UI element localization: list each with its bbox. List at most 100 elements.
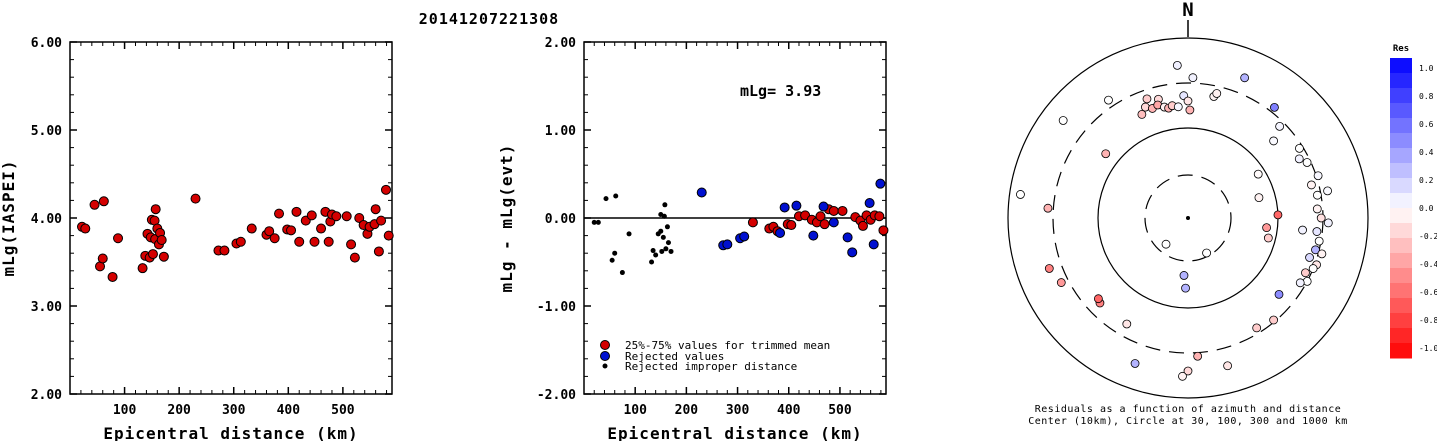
station-point [1173,102,1183,112]
data-point [349,252,360,263]
y-tick-label: 5.00 [31,124,62,139]
data-point [663,246,669,252]
colorbar-tick-label: -1.0 [1419,344,1437,353]
circle-30km [1144,174,1232,262]
station-point [1313,190,1322,200]
x-tick-label: 500 [331,403,355,418]
plot2-ylabel: mLg - mLg(evt) [497,144,516,293]
data-point [137,263,148,274]
data-point [661,213,667,219]
data-point [274,208,285,219]
data-point [603,196,609,202]
plot2-xlabel: Epicentral distance (km) [607,424,862,441]
station-point [1294,154,1304,164]
x-tick-label: 100 [623,403,647,418]
legend-trimmed-mean-label: 25%-75% values for trimmed mean [625,339,830,352]
station-point [1130,359,1140,368]
station-point [1263,233,1273,243]
data-point [660,234,666,240]
data-point [89,199,100,210]
station-point [1093,294,1103,304]
plot1-xlabel: Epicentral distance (km) [103,424,358,441]
station-point [1223,361,1232,371]
station-point [1301,268,1310,278]
circle-1000km [1007,37,1369,399]
data-point [80,223,91,234]
colorbar-tick-label: 0.4 [1419,148,1434,157]
colorbar-block [1390,283,1412,299]
colorbar-block [1390,163,1412,179]
mlg-annotation: mLg= 3.93 [740,82,821,100]
station-point [1308,264,1318,273]
data-point [309,236,320,247]
station-point [1295,143,1304,153]
data-point [819,219,830,230]
colorbar-block [1390,253,1412,269]
data-point [331,211,342,222]
data-point [294,236,305,247]
magnitude-vs-distance-plot: 2.00 3.00 4.00 5.00 6.00 100 200 300 400 500 Epic… [0,36,394,441]
x-tick-label: 100 [113,403,137,418]
station-point [1313,171,1323,181]
data-point [874,211,885,222]
residual-colorbar: Res 1.0 0.8 0.6 0.4 0.2 0.0 -0.2 -0.4 -0.6 -0.8 -1… [1390,44,1437,359]
x-tick-label: 400 [277,403,301,418]
station-point [1316,213,1326,223]
station-point [1254,193,1264,203]
station-point [1104,95,1113,105]
data-point [107,271,118,282]
station-point [1274,289,1284,299]
station-point [1307,180,1316,190]
colorbar-block [1390,268,1412,284]
station-point [1181,283,1190,293]
station-point [1269,136,1279,146]
station-point [1269,315,1279,325]
colorbar-block [1390,118,1412,134]
data-point [97,253,108,264]
station-point [1298,225,1307,235]
data-point [591,219,597,225]
station-point [1212,89,1222,98]
station-point [1183,366,1193,376]
plot1-ylabel: mLg(IASPEI) [0,160,18,277]
colorbar-tick-label: 1.0 [1419,64,1434,73]
colorbar-block [1390,343,1412,359]
y-tick-label: 3.00 [31,300,62,315]
station-point [1311,245,1320,255]
data-point [828,205,839,216]
data-point [847,247,858,258]
colorbar-block [1390,328,1412,344]
colorbar-block [1390,88,1412,104]
colorbar-block [1390,58,1412,74]
data-point [815,211,826,222]
polar-points [1016,60,1333,381]
colorbar-block [1390,73,1412,89]
station-point [1101,149,1111,159]
legend-trimmed-mean-marker [600,340,610,350]
data-point [837,205,848,216]
data-point [246,223,257,234]
station-point [1137,110,1147,119]
data-point [383,230,394,241]
legend-rejected-label: Rejected values [625,350,724,363]
data-point [659,248,665,254]
data-point [665,240,671,246]
data-point [190,193,201,204]
station-point [1262,223,1272,233]
azimuth-residual-plot: N Residuals as a function of azimuth and… [1007,0,1369,427]
data-point [786,220,797,231]
polar-caption-line2: Center (10km), Circle at 30, 100, 300 an… [1028,416,1348,427]
station-point [1185,105,1195,115]
data-point [609,257,615,263]
station-point [1323,186,1332,196]
colorbar-tick-label: 0.6 [1419,120,1434,129]
data-point [354,213,365,223]
data-point [219,245,230,256]
data-point [341,211,352,222]
station-point [1172,60,1182,70]
data-point [113,233,124,244]
data-point [775,227,786,238]
data-point [779,202,790,213]
station-point [1312,204,1322,214]
data-point [156,235,167,245]
